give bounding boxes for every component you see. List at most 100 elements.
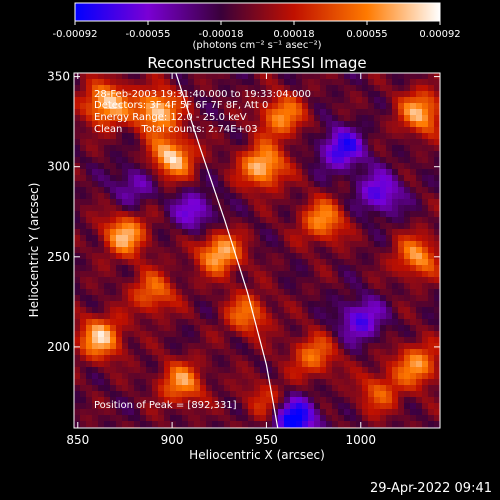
heatmap-cell [92,109,99,116]
heatmap-cell [248,415,255,422]
heatmap-cell [404,175,411,182]
heatmap-cell [266,133,273,140]
heatmap-cell [224,91,231,98]
heatmap-cell [392,253,399,260]
heatmap-cell [182,109,189,116]
heatmap-cell [104,139,111,146]
heatmap-cell [254,241,261,248]
heatmap-cell [86,187,93,194]
heatmap-cell [320,325,327,332]
heatmap-cell [392,295,399,302]
heatmap-cell [98,343,105,350]
heatmap-cell [110,283,117,290]
heatmap-cell [86,115,93,122]
heatmap-cell [176,331,183,338]
heatmap-cell [218,403,225,410]
heatmap-cell [374,169,381,176]
heatmap-cell [212,157,219,164]
heatmap-cell [200,235,207,242]
heatmap-cell [236,97,243,104]
heatmap-cell [134,283,141,290]
heatmap-cell [398,325,405,332]
heatmap-cell [284,277,291,284]
heatmap-cell [356,355,363,362]
heatmap-cell [320,181,327,188]
heatmap-cell [74,235,81,242]
heatmap-cell [86,271,93,278]
heatmap-cell [188,115,195,122]
heatmap-cell [392,265,399,272]
heatmap-cell [398,301,405,308]
heatmap-cell [272,145,279,152]
heatmap-cell [260,415,267,422]
heatmap-cell [248,379,255,386]
heatmap-cell [410,295,417,302]
heatmap-cell [230,175,237,182]
heatmap-cell [122,115,129,122]
heatmap-cell [278,133,285,140]
heatmap-cell [146,109,153,116]
heatmap-cell [410,379,417,386]
heatmap-cell [152,175,159,182]
heatmap-cell [146,265,153,272]
heatmap-cell [356,235,363,242]
heatmap-cell [176,421,183,428]
heatmap-cell [272,127,279,134]
heatmap-cell [422,163,429,170]
heatmap-cell [164,133,171,140]
heatmap-cell [368,283,375,290]
heatmap-cell [146,301,153,308]
heatmap-cell [176,115,183,122]
heatmap-cell [128,163,135,170]
heatmap-cell [428,109,435,116]
timestamp: 29-Apr-2022 09:41 [370,481,492,496]
heatmap-cell [80,241,87,248]
heatmap-cell [254,313,261,320]
heatmap-cell [146,307,153,314]
heatmap-cell [110,277,117,284]
heatmap-cell [302,421,309,428]
heatmap-cell [380,295,387,302]
heatmap-cell [206,247,213,254]
heatmap-cell [134,217,141,224]
heatmap-cell [326,415,333,422]
heatmap-cell [314,295,321,302]
heatmap-cell [248,277,255,284]
heatmap-cell [236,301,243,308]
heatmap-cell [302,343,309,350]
heatmap-cell [416,253,423,260]
heatmap-cell [74,223,81,230]
heatmap-cell [326,241,333,248]
heatmap-cell [206,301,213,308]
heatmap-cell [92,289,99,296]
heatmap-cell [314,145,321,152]
heatmap-cell [428,379,435,386]
heatmap-cell [416,265,423,272]
heatmap-cell [326,79,333,86]
heatmap-cell [386,121,393,128]
heatmap-cell [212,97,219,104]
heatmap-cell [230,79,237,86]
heatmap-cell [290,283,297,290]
heatmap-cell [320,331,327,338]
heatmap-cell [194,163,201,170]
heatmap-cell [218,169,225,176]
heatmap-cell [74,103,81,110]
heatmap-cell [170,253,177,260]
heatmap-cell [152,73,159,80]
heatmap-cell [350,109,357,116]
heatmap-cell [140,103,147,110]
heatmap-cell [386,175,393,182]
heatmap-cell [386,127,393,134]
heatmap-cell [326,157,333,164]
heatmap-cell [260,355,267,362]
heatmap-cell [194,223,201,230]
heatmap-cell [266,193,273,200]
heatmap-cell [284,85,291,92]
x-tick-label: 950 [255,433,278,447]
heatmap-cell [128,379,135,386]
heatmap-cell [308,85,315,92]
heatmap-cell [86,337,93,344]
heatmap-cell [164,199,171,206]
heatmap-cell [380,175,387,182]
